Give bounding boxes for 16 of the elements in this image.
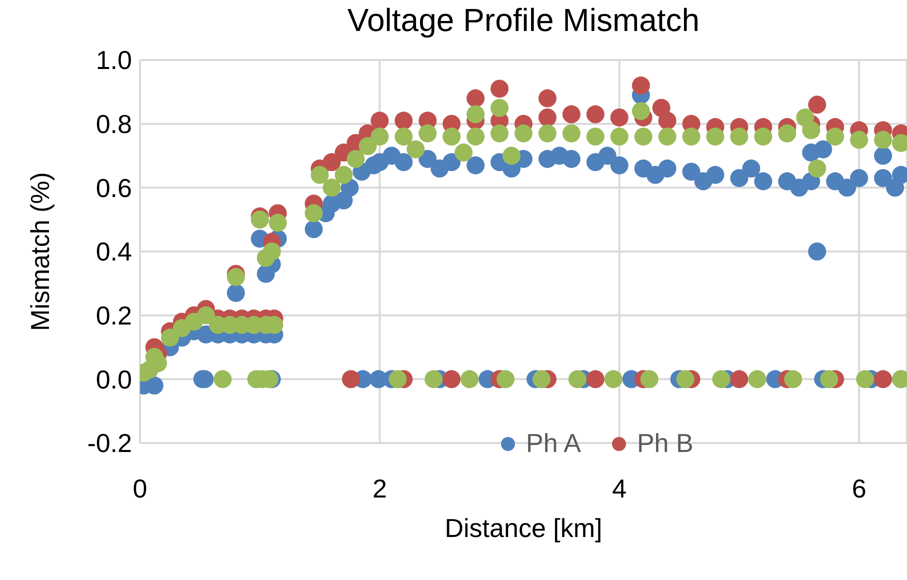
y-tick-label: -0.2 — [87, 428, 132, 458]
y-tick-label: 0.6 — [96, 172, 132, 203]
y-axis-title: Mismatch (%) — [25, 172, 56, 331]
x-tick-label: 4 — [612, 473, 627, 504]
y-tick-label: 0.4 — [96, 236, 132, 267]
x-tick-label: 2 — [372, 473, 387, 504]
y-tick-label: 0.2 — [96, 300, 132, 331]
legend-label: Ph B — [636, 428, 694, 459]
y-tick-label: 0.0 — [96, 364, 132, 394]
y-tick-label: 1.0 — [96, 45, 132, 76]
x-tick-label: 6 — [852, 473, 866, 504]
x-axis-title: Distance [km] — [444, 513, 602, 543]
chart-title: Voltage Profile Mismatch — [346, 2, 701, 39]
x-tick-label: 0 — [132, 473, 148, 504]
legend-label: Ph A — [526, 428, 581, 459]
y-tick-label: 0.8 — [96, 109, 132, 140]
